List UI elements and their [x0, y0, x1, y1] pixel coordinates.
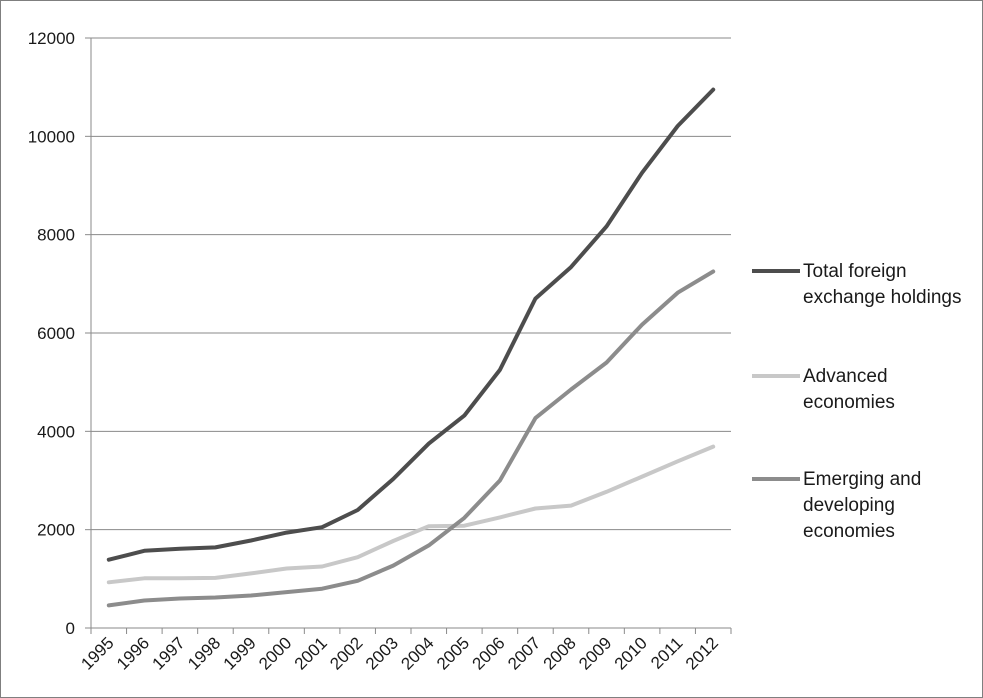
- y-tick-label: 4000: [37, 422, 75, 441]
- x-tick-label: 2006: [469, 633, 509, 673]
- x-tick-label: 1995: [77, 633, 117, 673]
- legend-item-1: Advanced economies: [752, 366, 895, 413]
- x-tick-label: 2007: [504, 633, 544, 673]
- x-tick-label: 1996: [113, 633, 153, 673]
- x-tick-label: 2002: [326, 633, 366, 673]
- series-line-2: [106, 269, 716, 608]
- x-tick-label: 1997: [149, 633, 189, 673]
- series-line-1: [106, 444, 716, 585]
- x-tick-label: 2012: [682, 633, 722, 673]
- legend-label: developing: [803, 495, 895, 516]
- legend-item-0: Total foreign exchange holdings: [752, 261, 961, 308]
- x-tick-label: 2010: [611, 633, 651, 673]
- x-tick-label: 2001: [291, 633, 331, 673]
- x-tick-labels: 1995199619971998199920002001200220032004…: [77, 633, 722, 673]
- x-tick-label: 2008: [540, 633, 580, 673]
- series-line-0: [106, 87, 716, 562]
- legend-label: exchange holdings: [803, 287, 961, 308]
- x-tick-label: 2009: [575, 633, 615, 673]
- legend-label: Total foreign: [803, 261, 907, 282]
- x-tick-label: 1998: [184, 633, 224, 673]
- legend: Total foreign exchange holdings Advanced ec…: [752, 261, 961, 542]
- y-tick-label: 10000: [28, 127, 75, 146]
- axes: [85, 37, 732, 634]
- x-tick-label: 2003: [362, 633, 402, 673]
- x-tick-label: 1999: [220, 633, 260, 673]
- legend-label: Advanced: [803, 366, 888, 387]
- y-tick-label: 6000: [37, 324, 75, 343]
- x-tick-label: 2011: [647, 633, 686, 672]
- legend-item-2: Emerging and developing economies: [752, 469, 921, 542]
- y-tick-labels: 0 2000 4000 6000 8000 10000 12000: [28, 29, 75, 638]
- y-tick-label: 0: [66, 619, 75, 638]
- legend-label: economies: [803, 521, 895, 542]
- x-tick-label: 2000: [255, 633, 295, 673]
- x-tick-label: 2004: [397, 633, 437, 673]
- y-tick-label: 2000: [37, 521, 75, 540]
- legend-label: Emerging and: [803, 469, 921, 490]
- y-tick-label: 12000: [28, 29, 75, 48]
- x-tick-label: 2005: [433, 633, 473, 673]
- gridlines: [91, 37, 731, 531]
- legend-label: economies: [803, 392, 895, 413]
- series-lines: [106, 87, 716, 608]
- y-tick-label: 8000: [37, 226, 75, 245]
